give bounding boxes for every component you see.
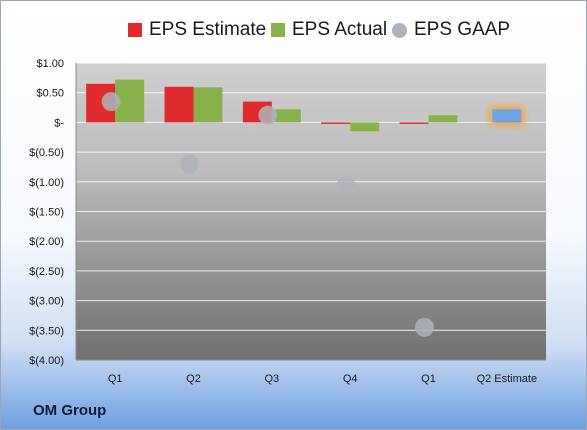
point-eps-gaap — [258, 105, 278, 125]
point-eps-gaap — [180, 154, 199, 174]
bar-eps-estimate — [399, 122, 429, 124]
y-tick-label: $(2.50) — [29, 266, 64, 278]
legend-label-eps-gaap: EPS GAAP — [414, 19, 511, 40]
x-tick-label: Q4 — [343, 373, 358, 385]
legend-item-eps-gaap: EPS GAAP — [392, 15, 510, 45]
chart-legend: EPS Estimate EPS Actual EPS GAAP — [1, 15, 586, 45]
y-tick-label: $(3.00) — [29, 296, 64, 308]
x-tick-label: Q1 — [421, 373, 436, 385]
y-tick-label: $1.00 — [36, 58, 64, 70]
legend-label-eps-estimate: EPS Estimate — [149, 19, 267, 40]
y-tick-label: $(1.00) — [29, 177, 64, 189]
y-tick-label: $(2.00) — [29, 236, 64, 248]
x-tick-label: Q2 — [186, 373, 201, 385]
y-tick-label: $(4.00) — [29, 355, 64, 367]
point-eps-gaap — [101, 92, 121, 112]
x-tick-label: Q3 — [264, 373, 279, 385]
legend-swatch-eps-actual — [271, 23, 285, 37]
y-tick-label: $(3.50) — [29, 325, 64, 337]
bar-eps-actual — [271, 109, 301, 123]
bar-eps-actual — [350, 122, 380, 132]
company-name: OM Group — [33, 402, 107, 419]
bar-eps-estimate — [164, 86, 194, 123]
legend-item-eps-actual: EPS Actual — [271, 15, 387, 45]
bar-eps-actual — [428, 115, 458, 123]
y-tick-label: $0.50 — [36, 88, 64, 100]
bar-eps-estimate — [321, 122, 351, 124]
y-tick-label: $(1.50) — [29, 207, 64, 219]
x-tick-label: Q2 Estimate — [477, 373, 538, 385]
legend-swatch-eps-gaap — [392, 22, 407, 38]
bar-eps-actual — [193, 87, 223, 123]
x-tick-label: Q1 — [108, 373, 123, 385]
legend-item-eps-estimate: EPS Estimate — [128, 15, 266, 45]
point-eps-gaap — [415, 317, 434, 337]
legend-label-eps-actual: EPS Actual — [292, 19, 388, 40]
y-tick-label: $- — [54, 117, 64, 129]
legend-swatch-eps-estimate — [128, 23, 142, 37]
y-tick-label: $(0.50) — [29, 147, 64, 159]
point-eps-gaap — [336, 176, 356, 196]
bar-next-estimate — [492, 109, 522, 123]
